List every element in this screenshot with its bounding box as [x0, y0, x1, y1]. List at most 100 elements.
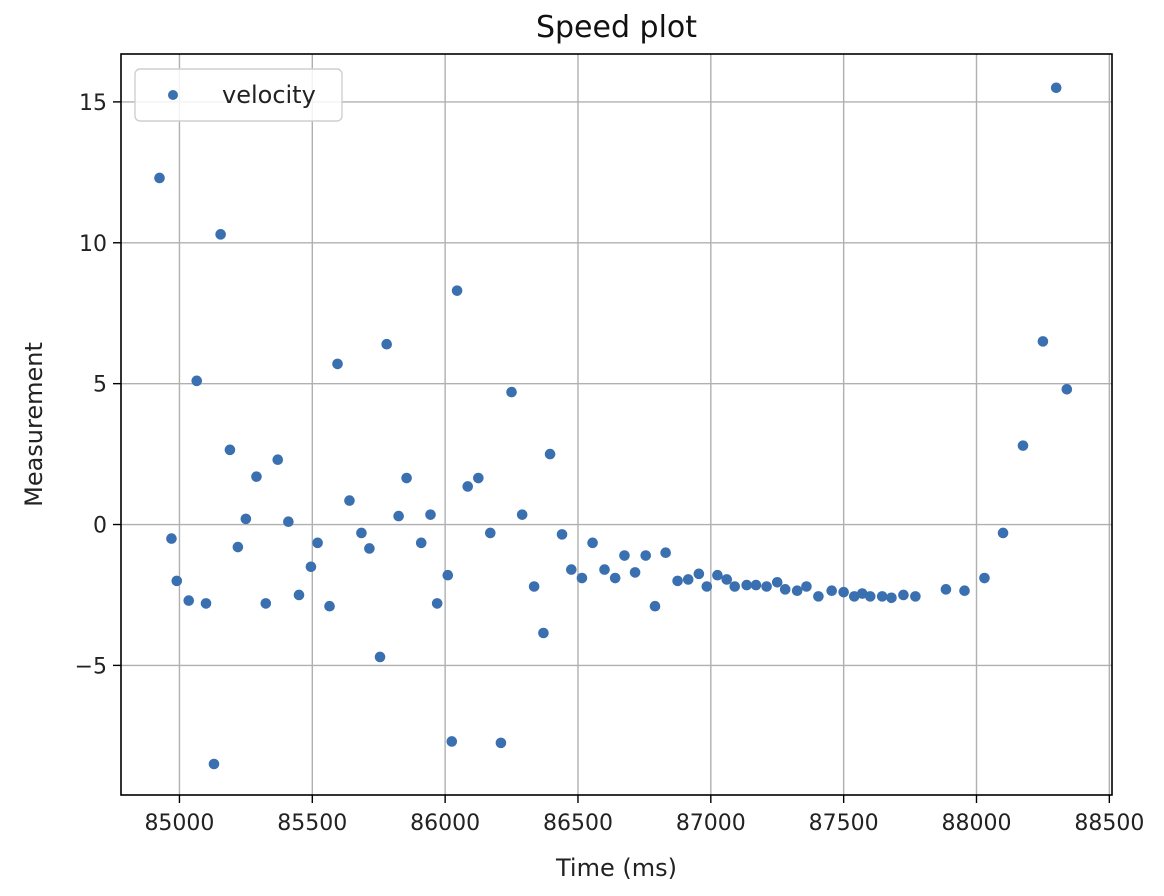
data-point: [200, 598, 212, 609]
data-point: [415, 537, 427, 549]
data-point: [374, 651, 386, 663]
data-point: [682, 574, 694, 585]
data-point: [528, 581, 540, 592]
x-axis-label: Time (ms): [555, 854, 677, 882]
data-point: [166, 533, 177, 544]
data-point: [324, 600, 335, 612]
legend-label-velocity: velocity: [222, 81, 316, 109]
data-point: [791, 585, 803, 597]
data-point: [431, 598, 443, 609]
data-point: [495, 737, 507, 749]
data-point: [381, 338, 392, 350]
data-point: [576, 572, 588, 584]
data-point: [886, 592, 897, 604]
data-point: [838, 586, 849, 598]
data-point: [826, 585, 838, 597]
data-point: [721, 574, 733, 585]
data-point: [485, 527, 496, 539]
y-tick-label: 10: [79, 232, 107, 257]
grid-lines: [121, 54, 1112, 795]
data-point: [640, 550, 652, 561]
data-point: [910, 591, 921, 602]
data-point: [693, 568, 705, 580]
data-point: [171, 575, 183, 587]
legend-marker-velocity: [168, 90, 178, 100]
data-point: [672, 575, 683, 587]
data-point: [232, 541, 244, 553]
data-point: [473, 472, 484, 484]
data-point: [544, 448, 556, 460]
data-point: [364, 543, 375, 554]
data-point: [538, 627, 549, 639]
data-point: [940, 584, 952, 595]
data-point: [1050, 82, 1062, 94]
data-point: [556, 529, 568, 540]
data-point: [442, 569, 454, 581]
data-point: [516, 509, 528, 520]
data-point: [712, 569, 723, 581]
data-point: [856, 588, 868, 599]
y-tick-label: −5: [75, 654, 107, 679]
data-point: [813, 591, 824, 602]
x-tick-label: 87000: [676, 811, 746, 836]
data-point: [848, 591, 860, 602]
series-velocity-points: [154, 82, 1073, 770]
data-point: [750, 579, 762, 591]
data-point: [425, 509, 436, 520]
legend-box: [134, 68, 343, 122]
data-point: [451, 285, 463, 296]
data-point: [997, 527, 1009, 539]
data-point: [462, 481, 474, 492]
data-point: [283, 516, 294, 528]
data-point: [761, 581, 772, 592]
data-point: [771, 576, 783, 588]
x-axis-ticks: 85000 85500 86000 86500 87000 87500 88000 88500: [144, 795, 1144, 836]
x-tick-label: 86000: [410, 811, 480, 836]
data-point: [401, 472, 412, 484]
data-point: [240, 513, 252, 525]
data-point: [312, 537, 323, 549]
data-point: [649, 600, 661, 612]
x-tick-label: 88000: [942, 811, 1012, 836]
legend: velocity: [134, 68, 343, 122]
data-point: [393, 510, 404, 522]
data-point: [660, 547, 671, 558]
data-point: [1037, 336, 1049, 347]
data-point: [208, 758, 220, 770]
data-point: [251, 471, 262, 482]
data-point: [779, 584, 791, 595]
x-tick-label: 85500: [277, 811, 347, 836]
y-tick-label: 0: [93, 514, 107, 539]
data-point: [224, 444, 236, 456]
data-point: [619, 550, 630, 561]
x-tick-label: 86500: [543, 811, 613, 836]
data-point: [446, 736, 458, 747]
data-point: [876, 591, 888, 602]
data-point: [741, 579, 752, 591]
y-axis-ticks: −5 0 5 10 15: [75, 91, 121, 679]
data-point: [183, 595, 195, 606]
data-point: [1017, 440, 1029, 451]
x-tick-label: 85000: [144, 811, 214, 836]
chart-title: Speed plot: [536, 10, 697, 45]
data-point: [272, 454, 284, 466]
data-point: [305, 561, 317, 573]
plot-area-frame: [120, 53, 1113, 796]
data-point: [898, 589, 909, 601]
data-point: [701, 581, 713, 592]
data-point: [506, 386, 517, 398]
data-point: [979, 572, 990, 584]
data-point: [864, 591, 876, 602]
data-point: [587, 537, 598, 549]
data-point: [729, 581, 741, 592]
y-tick-label: 15: [79, 91, 107, 116]
data-point: [801, 581, 812, 592]
data-point: [566, 564, 577, 575]
y-axis-label: Measurement: [20, 342, 48, 507]
data-point: [154, 172, 165, 184]
data-point: [609, 572, 621, 584]
x-tick-label: 87500: [809, 811, 879, 836]
data-point: [332, 358, 343, 370]
data-point: [215, 229, 226, 240]
